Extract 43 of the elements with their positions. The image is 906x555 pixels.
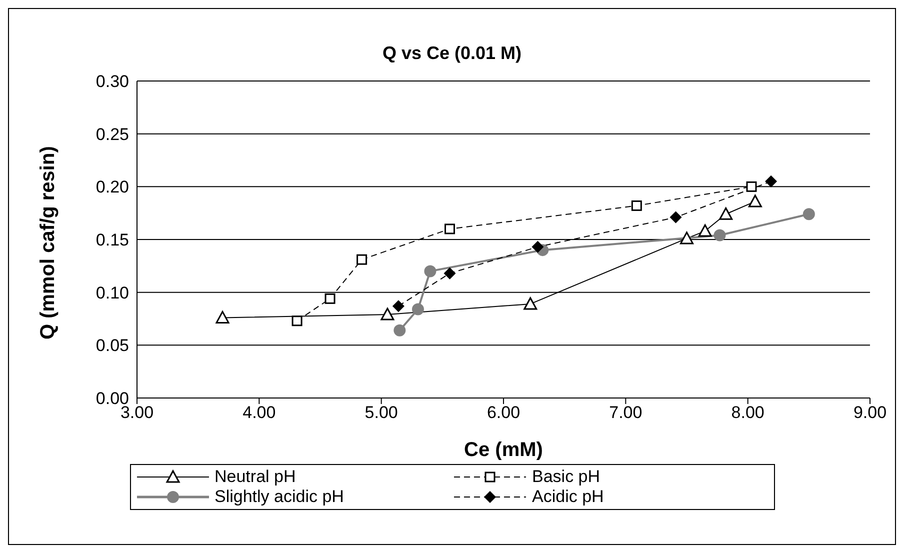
y-tick-label: 0.30: [96, 72, 129, 92]
point: [324, 293, 336, 304]
point: [216, 310, 230, 324]
legend-label: Acidic pH: [532, 487, 604, 507]
legend-label: Basic pH: [532, 467, 600, 487]
point: [444, 224, 455, 234]
point: [714, 229, 726, 242]
y-tick-label: 0.10: [96, 283, 129, 302]
point: [802, 208, 815, 220]
point: [748, 194, 762, 208]
y-tick-label: 0.20: [96, 178, 129, 197]
point: [746, 181, 757, 192]
point: [698, 224, 712, 237]
point: [424, 265, 436, 278]
point: [670, 211, 682, 224]
point: [680, 232, 694, 244]
point: [412, 303, 424, 316]
x-tick-label: 6.00: [486, 403, 520, 422]
legend-label: Slightly acidic pH: [214, 487, 344, 507]
point: [380, 308, 394, 320]
x-tick-label: 9.00: [853, 403, 887, 422]
point: [765, 175, 778, 188]
point: [356, 254, 368, 265]
y-axis-title: Q (mmol caf/g resin): [37, 146, 60, 340]
y-tick-label: 0.05: [96, 336, 129, 356]
x-tick-label: 5.00: [364, 403, 398, 422]
x-tick-label: 7.00: [609, 403, 642, 422]
point: [394, 324, 406, 336]
x-tick-label: 4.00: [242, 403, 276, 422]
y-tick-label: 0.25: [96, 124, 129, 144]
legend-label: Neutral pH: [214, 467, 296, 487]
point: [444, 267, 456, 280]
point: [292, 316, 302, 326]
x-tick-label: 3.00: [120, 403, 154, 422]
point: [524, 297, 538, 310]
chart-title: Q vs Ce (0.01 M): [381, 43, 523, 65]
x-axis-title: Ce (mM): [464, 439, 543, 461]
y-tick-label: 0.15: [96, 230, 129, 250]
point: [631, 200, 642, 211]
x-tick-label: 8.00: [731, 403, 764, 422]
point: [392, 300, 404, 312]
point: [719, 207, 733, 220]
point: [532, 240, 544, 253]
